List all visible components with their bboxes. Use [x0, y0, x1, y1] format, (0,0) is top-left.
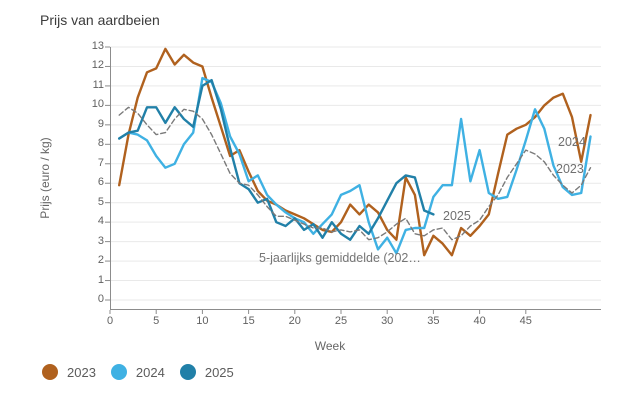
chart-title: Prijs van aardbeien: [40, 12, 160, 28]
y-tick-label: 5: [97, 195, 104, 208]
annotation-5-jaarlijks-gemiddelde-202-: 5-jaarlijks gemiddelde (202…: [259, 251, 421, 265]
legend-swatch-icon: [42, 364, 58, 380]
legend-label: 2025: [204, 364, 234, 380]
x-tick-label: 45: [519, 315, 532, 327]
y-tick-label: 3: [97, 234, 104, 247]
x-tick-label: 30: [381, 315, 394, 327]
x-tick-label: 15: [242, 315, 255, 327]
y-tick-label: 2: [97, 254, 104, 267]
legend-label: 2024: [135, 364, 165, 380]
annotation-2025: 2025: [443, 209, 471, 223]
x-tick-label: 10: [196, 315, 209, 327]
series-line-2025: [117, 78, 435, 241]
y-tick-label: 1: [97, 273, 104, 286]
y-tick-label: 10: [91, 98, 104, 111]
y-tick-label: 7: [97, 156, 104, 169]
y-tick-label: 8: [97, 137, 104, 150]
y-tick-label: 0: [97, 293, 104, 305]
y-tick-label: 9: [97, 117, 104, 130]
annotation-2024: 2024: [558, 135, 586, 149]
y-tick-label: 11: [92, 78, 104, 91]
legend-swatch-icon: [110, 364, 127, 380]
x-tick-label: 35: [427, 315, 440, 327]
y-axis-title: Prijs (euro / kg): [38, 137, 52, 219]
x-tick-label: 0: [106, 315, 114, 327]
legend-label: 2023: [67, 364, 96, 380]
series-line-5-jaarlijks-gemiddelde-202-: [118, 106, 592, 241]
x-tick-label: 40: [473, 315, 486, 327]
x-tick-label: 20: [288, 315, 301, 327]
annotation-2023: 2023: [556, 162, 584, 176]
series-line-2024: [117, 76, 592, 255]
legend-swatch-icon: [179, 364, 196, 380]
legend-item-2024[interactable]: 2024: [110, 364, 165, 380]
y-tick-label: 4: [97, 215, 104, 228]
legend-item-2025[interactable]: 2025: [179, 364, 234, 380]
x-axis-title: Week: [314, 339, 346, 353]
series-line-2023: [117, 47, 592, 257]
x-tick-label: 25: [334, 315, 348, 327]
y-tick-label: 6: [97, 176, 104, 189]
y-tick-label: 13: [91, 40, 104, 52]
y-tick-label: 12: [91, 59, 104, 72]
legend-item-2023[interactable]: 2023: [42, 364, 96, 380]
x-tick-label: 5: [153, 315, 160, 327]
legend: 2023 2024 2025: [42, 364, 234, 380]
